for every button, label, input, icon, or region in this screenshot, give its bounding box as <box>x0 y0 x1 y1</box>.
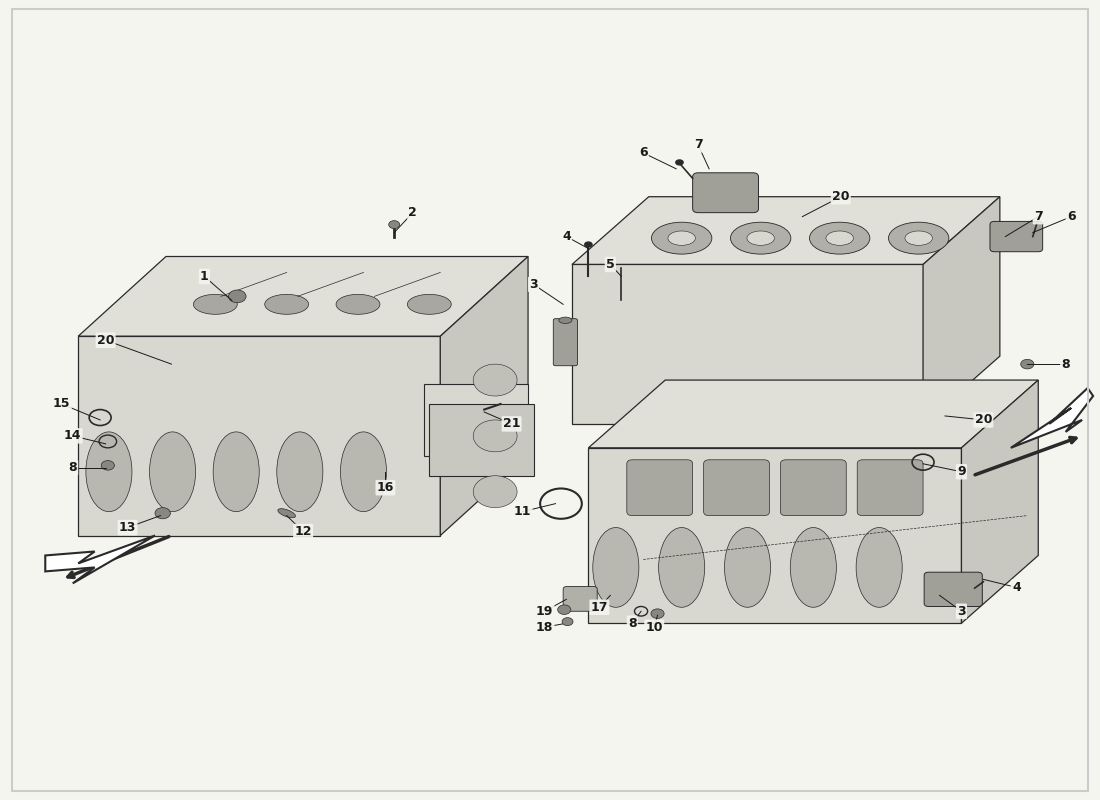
Ellipse shape <box>213 432 260 512</box>
Ellipse shape <box>473 364 517 396</box>
Polygon shape <box>440 257 528 535</box>
Circle shape <box>101 461 114 470</box>
Polygon shape <box>923 197 1000 424</box>
Text: 7: 7 <box>1034 210 1043 223</box>
Ellipse shape <box>730 222 791 254</box>
Circle shape <box>584 242 593 248</box>
Ellipse shape <box>659 527 705 607</box>
FancyBboxPatch shape <box>780 460 846 515</box>
Polygon shape <box>78 336 440 535</box>
Ellipse shape <box>826 231 854 246</box>
Polygon shape <box>572 265 923 424</box>
Text: 8: 8 <box>1062 358 1070 370</box>
Circle shape <box>562 618 573 626</box>
Ellipse shape <box>473 476 517 508</box>
Text: 3: 3 <box>529 278 538 291</box>
Ellipse shape <box>278 509 296 518</box>
Text: 21: 21 <box>503 418 520 430</box>
Text: 8: 8 <box>68 462 77 474</box>
Text: 19: 19 <box>536 605 553 618</box>
Polygon shape <box>961 380 1038 623</box>
Text: 14: 14 <box>64 430 81 442</box>
Polygon shape <box>1011 388 1093 448</box>
Text: 4: 4 <box>1012 581 1021 594</box>
FancyBboxPatch shape <box>704 460 769 515</box>
Ellipse shape <box>725 527 770 607</box>
FancyBboxPatch shape <box>693 173 759 213</box>
FancyBboxPatch shape <box>924 572 982 606</box>
Circle shape <box>651 609 664 618</box>
Ellipse shape <box>194 294 238 314</box>
Text: 18: 18 <box>536 621 553 634</box>
Text: 11: 11 <box>514 505 531 518</box>
Circle shape <box>675 159 684 166</box>
Text: 10: 10 <box>646 621 663 634</box>
Text: 15: 15 <box>53 398 70 410</box>
Text: 4: 4 <box>562 230 571 243</box>
Text: 6: 6 <box>639 146 648 159</box>
Ellipse shape <box>473 420 517 452</box>
Ellipse shape <box>593 527 639 607</box>
Text: 6: 6 <box>1067 210 1076 223</box>
Polygon shape <box>572 197 1000 265</box>
Text: 12: 12 <box>295 525 312 538</box>
Text: 8: 8 <box>628 617 637 630</box>
Ellipse shape <box>407 294 451 314</box>
Ellipse shape <box>810 222 870 254</box>
Polygon shape <box>588 448 961 623</box>
Ellipse shape <box>265 294 309 314</box>
Ellipse shape <box>336 294 380 314</box>
Ellipse shape <box>747 231 774 246</box>
Ellipse shape <box>668 231 695 246</box>
Circle shape <box>558 605 571 614</box>
Ellipse shape <box>651 222 712 254</box>
Text: 2: 2 <box>408 206 417 219</box>
Text: 3: 3 <box>957 605 966 618</box>
Ellipse shape <box>790 527 836 607</box>
Text: 17: 17 <box>591 601 608 614</box>
Text: 5: 5 <box>606 258 615 271</box>
Ellipse shape <box>340 432 386 512</box>
Polygon shape <box>45 535 155 583</box>
Ellipse shape <box>856 527 902 607</box>
Polygon shape <box>78 257 528 336</box>
FancyBboxPatch shape <box>627 460 693 515</box>
Text: 7: 7 <box>694 138 703 151</box>
Polygon shape <box>424 384 528 456</box>
Ellipse shape <box>905 231 933 246</box>
Text: 20: 20 <box>975 414 992 426</box>
Text: 1: 1 <box>200 270 209 283</box>
Circle shape <box>229 290 246 302</box>
Text: 20: 20 <box>97 334 114 346</box>
FancyBboxPatch shape <box>563 586 597 611</box>
Polygon shape <box>429 404 534 476</box>
Ellipse shape <box>86 432 132 512</box>
Ellipse shape <box>889 222 949 254</box>
Text: 20: 20 <box>832 190 849 203</box>
Circle shape <box>388 221 399 229</box>
Ellipse shape <box>559 317 572 323</box>
Text: 16: 16 <box>376 481 394 494</box>
Circle shape <box>155 508 170 518</box>
FancyBboxPatch shape <box>553 318 578 366</box>
Ellipse shape <box>150 432 196 512</box>
Text: 9: 9 <box>957 466 966 478</box>
Ellipse shape <box>277 432 323 512</box>
Circle shape <box>1021 359 1034 369</box>
Text: 13: 13 <box>119 521 136 534</box>
FancyBboxPatch shape <box>857 460 923 515</box>
Polygon shape <box>588 380 1038 448</box>
FancyBboxPatch shape <box>990 222 1043 252</box>
